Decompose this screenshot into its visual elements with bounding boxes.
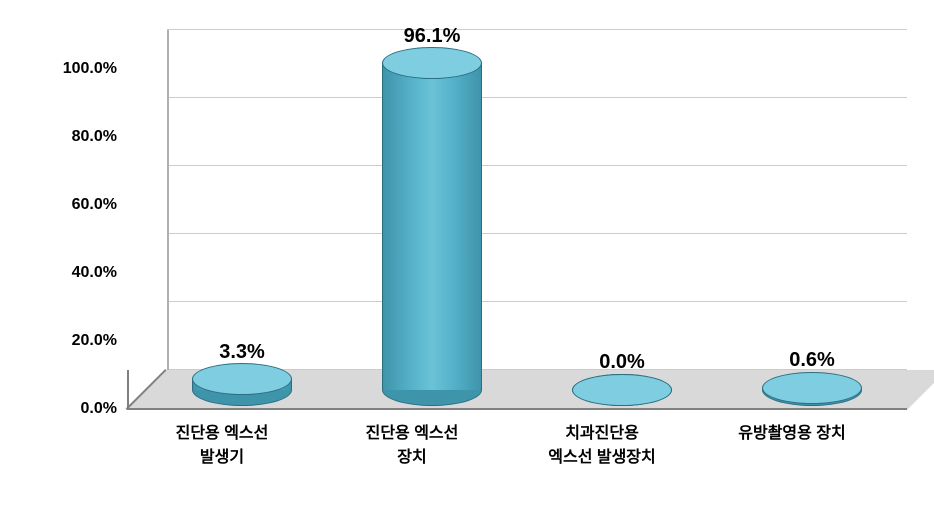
gridline <box>167 233 907 234</box>
y-tick-label: 0.0% <box>27 400 117 418</box>
x-category-label: 치과진단용엑스선 발생장치 <box>507 422 697 470</box>
x-category-label: 진단용 엑스선발생기 <box>127 422 317 470</box>
y-tick-label: 100.0% <box>27 60 117 78</box>
y-tick-label: 60.0% <box>27 196 117 214</box>
y-tick-label: 80.0% <box>27 128 117 146</box>
gridline <box>167 29 907 30</box>
bar-value-label: 0.6% <box>742 349 882 372</box>
plot-area: 3.3% 96.1% 0.0% 0.6% <box>127 30 907 410</box>
bar-value-label: 3.3% <box>172 341 312 364</box>
bar-top <box>572 374 672 406</box>
y-axis-back <box>167 30 169 370</box>
x-axis <box>127 408 907 410</box>
bar-value-label: 0.0% <box>552 351 692 374</box>
y-tick-label: 20.0% <box>27 332 117 350</box>
bar-body <box>382 63 482 390</box>
bar-top <box>762 372 862 404</box>
gridline <box>167 165 907 166</box>
bar-chart: 3.3% 96.1% 0.0% 0.6% 0.0% 20.0% 40.0% 60… <box>27 30 907 490</box>
bar-top <box>192 363 292 395</box>
bar-value-label: 96.1% <box>362 25 502 48</box>
x-category-label: 진단용 엑스선장치 <box>317 422 507 470</box>
y-tick-label: 40.0% <box>27 264 117 282</box>
chart-back-wall <box>167 30 907 370</box>
x-category-label: 유방촬영용 장치 <box>697 422 887 446</box>
gridline <box>167 97 907 98</box>
gridline <box>167 301 907 302</box>
bar-top <box>382 47 482 79</box>
